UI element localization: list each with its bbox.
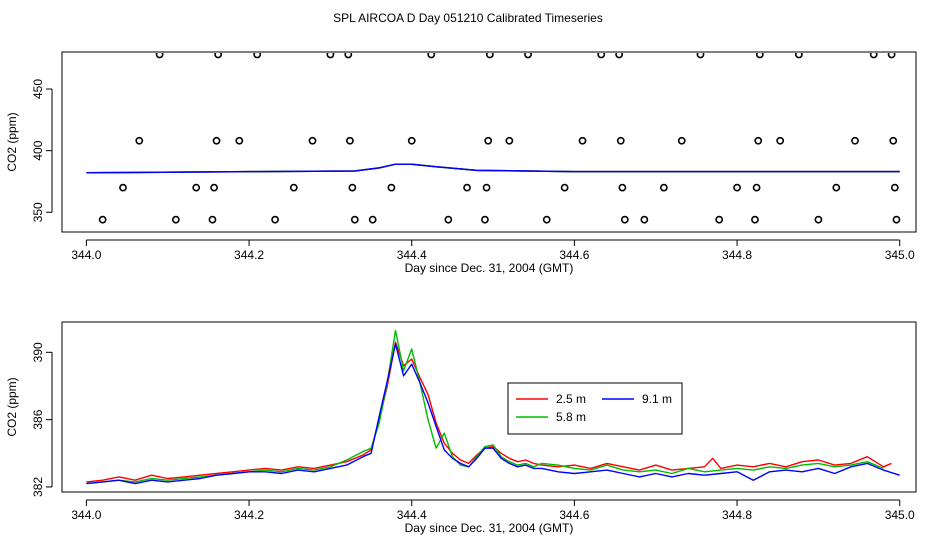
data-point [751, 215, 759, 224]
data-point [214, 53, 223, 59]
data-point [348, 183, 357, 192]
data-point [119, 183, 127, 192]
y-tick-label: 386 [31, 409, 45, 429]
data-point [308, 136, 317, 145]
data-point [98, 215, 107, 224]
plot-frame [61, 51, 917, 233]
plot-area [86, 53, 901, 224]
data-point [171, 215, 180, 224]
data-point [890, 183, 899, 192]
data-point [289, 183, 298, 192]
legend: 2.5 m 5.8 m 9.1 m [507, 382, 683, 435]
x-tick-label: 344.4 [397, 248, 427, 262]
data-point [208, 215, 217, 224]
data-point [659, 183, 668, 192]
legend-label: 5.8 m [556, 410, 586, 424]
data-point [892, 215, 901, 224]
data-point [482, 183, 491, 192]
data-point [755, 53, 764, 59]
data-point [887, 53, 896, 59]
data-point [618, 183, 627, 192]
data-point [851, 136, 859, 145]
x-tick-label: 344.0 [71, 508, 101, 522]
data-point [235, 136, 244, 145]
data-point [387, 183, 396, 192]
x-axis-label: Day since Dec. 31, 2004 (GMT) [405, 261, 574, 275]
x-tick-label: 344.2 [234, 508, 264, 522]
data-point [368, 215, 377, 224]
data-point [444, 215, 453, 224]
x-tick-label: 344.8 [722, 508, 752, 522]
data-point [407, 136, 416, 145]
data-point [192, 183, 201, 192]
data-point [597, 53, 606, 59]
data-point [754, 136, 763, 145]
y-axis-label: CO2 (ppm) [5, 112, 19, 171]
data-point [752, 183, 761, 192]
series-line [86, 343, 900, 485]
series-line [86, 341, 892, 483]
data-point [715, 215, 724, 224]
y-tick-label: 350 [31, 202, 45, 222]
legend-label: 2.5 m [556, 392, 586, 406]
data-point [620, 215, 629, 224]
plot-area [86, 329, 900, 485]
data-point [485, 53, 494, 59]
data-point [677, 136, 686, 145]
data-point [210, 183, 218, 192]
y-tick-label: 400 [31, 140, 45, 160]
x-tick-label: 344.0 [71, 248, 101, 262]
legend-label: 9.1 m [642, 392, 672, 406]
y-tick-label: 382 [31, 477, 45, 497]
data-point [344, 53, 353, 59]
data-point [814, 215, 823, 224]
y-axis-label: CO2 (ppm) [5, 377, 19, 436]
data-point [481, 215, 489, 224]
data-point [484, 136, 493, 145]
x-tick-label: 344.2 [234, 248, 264, 262]
data-point [271, 215, 279, 224]
x-tick-label: 344.4 [397, 508, 427, 522]
data-point [794, 53, 803, 59]
data-point [578, 136, 587, 145]
data-point [505, 136, 514, 145]
data-point [889, 136, 898, 145]
data-point [640, 215, 649, 224]
series-line [86, 329, 884, 485]
x-tick-label: 344.6 [559, 248, 589, 262]
data-point [542, 215, 551, 224]
data-point [832, 183, 841, 192]
data-point [696, 53, 705, 59]
x-axis-label: Day since Dec. 31, 2004 (GMT) [405, 521, 574, 535]
y-tick-label: 450 [31, 79, 45, 99]
figure-title: SPL AIRCOA D Day 051210 Calibrated Times… [333, 11, 603, 25]
data-point [135, 136, 144, 145]
plot-frame [61, 321, 917, 493]
data-point [253, 53, 262, 59]
data-point [427, 53, 436, 59]
x-tick-label: 345.0 [885, 508, 915, 522]
x-tick-label: 345.0 [885, 248, 915, 262]
y-tick-label: 390 [31, 342, 45, 362]
data-point [616, 136, 625, 145]
data-point [615, 53, 624, 59]
data-point [560, 183, 569, 192]
data-point [733, 183, 741, 192]
series-line [86, 163, 900, 174]
x-tick-label: 344.6 [559, 508, 589, 522]
data-point [350, 215, 359, 224]
top-panel: 344.0 344.2 344.4 344.6 344.8 345.0 Day since … [5, 51, 917, 275]
data-point [155, 53, 164, 59]
data-point [346, 136, 354, 145]
data-point [776, 136, 785, 145]
data-point [212, 136, 221, 145]
x-tick-label: 344.8 [722, 248, 752, 262]
data-point [524, 53, 532, 59]
bottom-panel: 344.0 344.2 344.4 344.6 344.8 345.0 Day since … [5, 321, 917, 535]
data-point [326, 53, 335, 59]
legend-box [507, 382, 683, 435]
data-point [869, 53, 878, 59]
data-point [463, 183, 471, 192]
